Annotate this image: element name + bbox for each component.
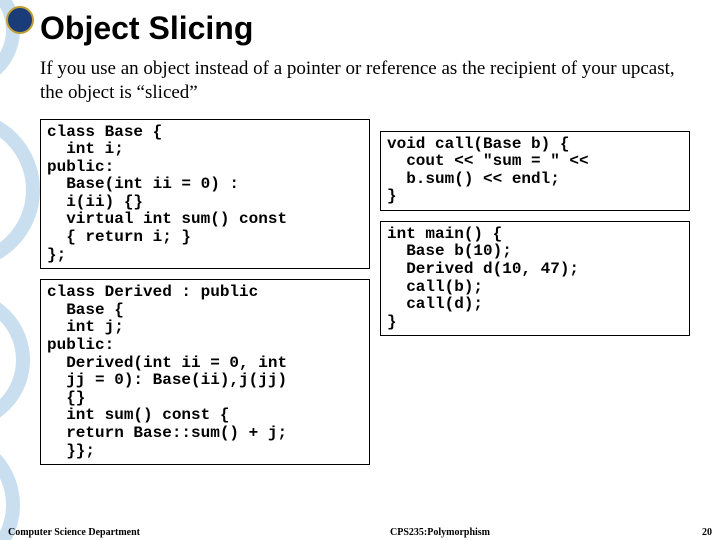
code-col-right: void call(Base b) { cout << "sum = " << … (380, 119, 690, 337)
slide-title: Object Slicing (40, 10, 696, 47)
code-col-left: class Base { int i; public: Base(int ii … (40, 119, 370, 466)
code-box-base-class: class Base { int i; public: Base(int ii … (40, 119, 370, 270)
code-box-main-fn: int main() { Base b(10); Derived d(10, 4… (380, 221, 690, 337)
slide-content: Object Slicing If you use an object inst… (0, 0, 720, 540)
code-columns: class Base { int i; public: Base(int ii … (40, 119, 696, 466)
org-logo-icon (6, 6, 34, 34)
code-box-derived-class: class Derived : public Base { int j; pub… (40, 279, 370, 465)
code-box-call-fn: void call(Base b) { cout << "sum = " << … (380, 131, 690, 211)
intro-paragraph: If you use an object instead of a pointe… (40, 57, 696, 105)
